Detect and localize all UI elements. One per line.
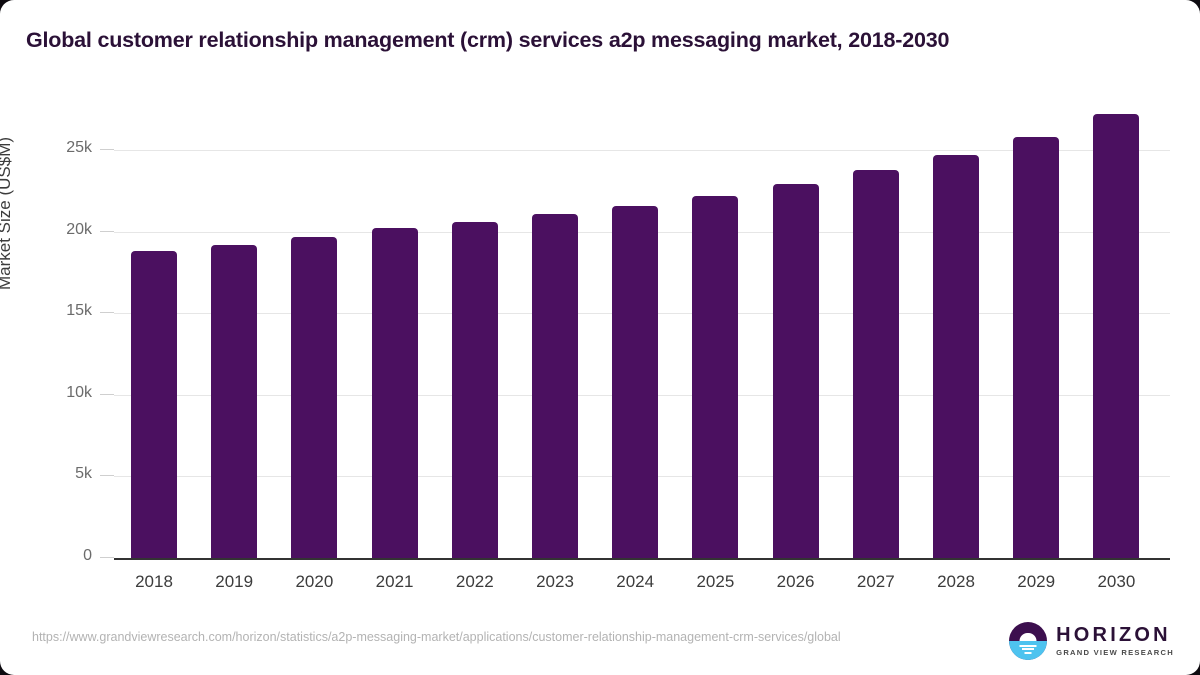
bar[interactable] (131, 251, 177, 558)
bar[interactable] (371, 228, 418, 558)
y-tick-label: 15k (66, 302, 92, 320)
gridline (114, 150, 1170, 151)
x-tick-label: 2025 (696, 572, 735, 591)
logo-tagline: GRAND VIEW RESEARCH (1056, 648, 1174, 658)
x-tick-label: 2028 (937, 572, 975, 591)
bar[interactable] (532, 213, 578, 558)
bar[interactable] (211, 244, 258, 558)
x-tick-label: 2030 (1097, 572, 1136, 591)
x-tick-label: 2026 (776, 572, 815, 591)
x-axis-line (114, 558, 1170, 560)
horizon-sunset-circle-icon (1009, 622, 1048, 660)
bar[interactable] (852, 169, 899, 558)
y-axis-title: Market Size (US$M) (0, 136, 14, 290)
bar[interactable] (291, 236, 338, 558)
logo-sea (1009, 641, 1048, 660)
x-tick-label: 2024 (616, 572, 655, 591)
logo-ray-1 (1019, 644, 1037, 647)
y-tick-label: 25k (66, 139, 92, 156)
bar[interactable] (451, 221, 498, 558)
x-tick-label: 2020 (295, 572, 334, 591)
page-title: Global customer relationship management … (26, 28, 950, 52)
y-tick-label: 5k (75, 465, 92, 483)
logo-sun (1019, 632, 1037, 641)
x-tick-label: 2021 (375, 572, 414, 591)
source-url[interactable]: https://www.grandviewresearch.com/horizo… (32, 630, 841, 644)
plot-area: 0 5k 10k 15k 20k 25k (66, 114, 1170, 564)
y-tick-dash (100, 475, 114, 477)
y-tick-label: 20k (66, 220, 92, 238)
horizon-logo: HORIZON GRAND VIEW RESEARCH (1009, 620, 1174, 662)
logo-ray-2 (1022, 648, 1035, 650)
logo-wordmark: HORIZON (1056, 624, 1171, 647)
bar[interactable] (933, 154, 979, 558)
x-tick-label: 2027 (856, 572, 895, 591)
y-tick-label: 10k (66, 383, 92, 401)
bar[interactable] (612, 205, 659, 558)
y-tick-dash (100, 393, 114, 395)
x-tick-label: 2022 (455, 572, 494, 591)
y-tick-dash (100, 557, 114, 558)
logo-ray-3 (1024, 651, 1032, 654)
bar[interactable] (1013, 136, 1060, 558)
x-tick-label: 2019 (215, 572, 254, 591)
y-tick-dash (100, 149, 114, 150)
x-tick-label: 2023 (536, 572, 574, 591)
y-tick-dash (100, 230, 114, 232)
y-tick-dash (100, 312, 114, 314)
x-tick-label: 2018 (135, 572, 173, 591)
bar[interactable] (692, 195, 739, 558)
bar[interactable] (772, 184, 819, 558)
y-tick-label: 0 (83, 547, 92, 564)
bar[interactable] (1093, 114, 1140, 558)
logo-text: HORIZON GRAND VIEW RESEARCH (1056, 625, 1174, 657)
x-tick-label: 2029 (1017, 572, 1056, 591)
